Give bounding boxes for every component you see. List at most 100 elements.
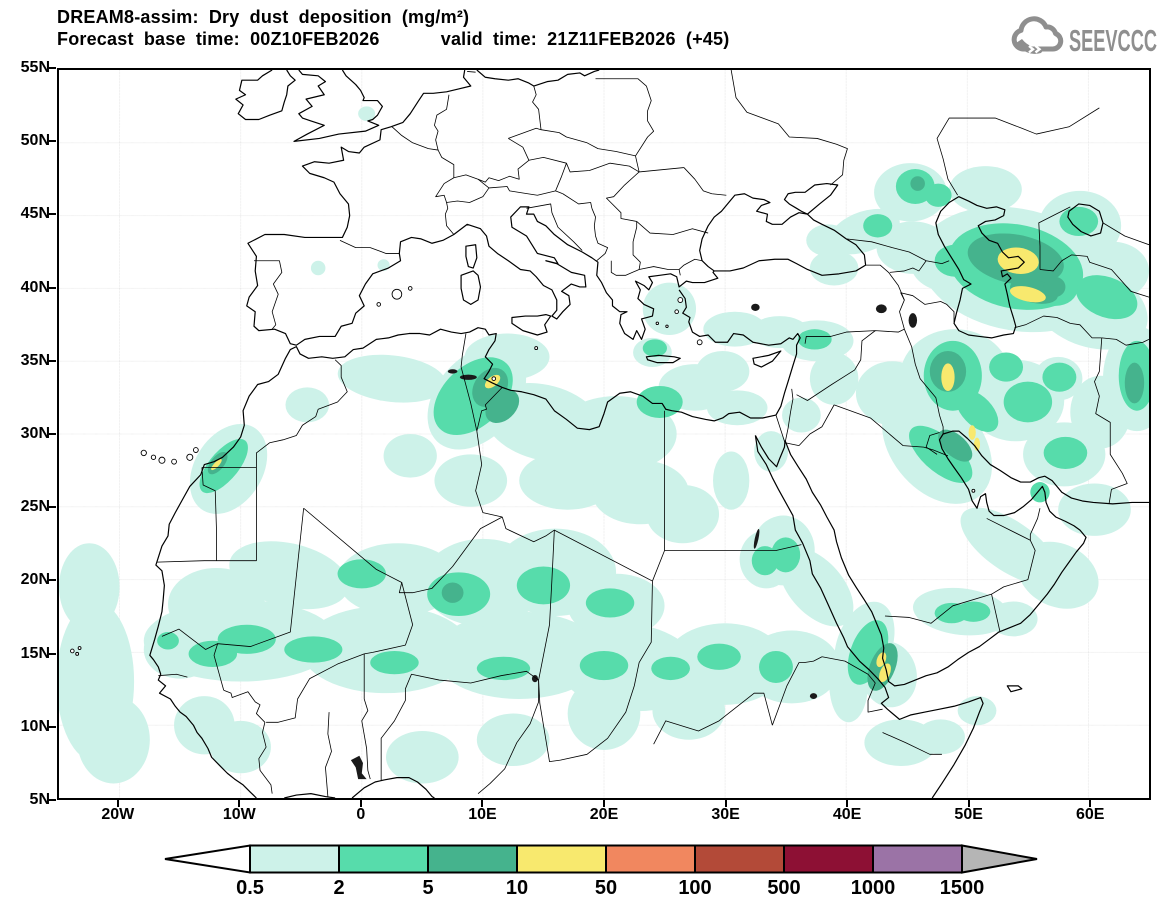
dust-region [955,389,999,432]
dust-region [370,650,419,675]
dust-region [642,339,667,357]
country-border [596,79,654,156]
coastline [784,184,837,215]
country-border [526,204,582,251]
country-border [539,530,555,680]
island [159,457,165,463]
lat-tick-label: 15N [20,644,50,662]
country-border [362,654,370,779]
dust-region [585,588,635,618]
dust-region [597,613,647,649]
dust-region [646,484,720,544]
country-border [883,732,942,754]
coastlines-layer [71,70,1149,798]
lon-tick-label: 20W [101,806,135,823]
dust-region [989,601,1038,637]
lake [459,374,477,380]
lat-tick-label: 45N [20,205,50,223]
dust-region [516,566,571,605]
dust-region [949,166,1022,213]
lat-tick-label: 55N [20,59,50,76]
country-border [502,517,652,581]
lake [753,528,760,549]
dust-region [642,282,697,335]
dust-region [706,390,768,426]
dust-region [1058,483,1131,536]
island [675,310,679,314]
island [377,303,381,307]
country-border [202,467,217,560]
colorbar-arrow-right [961,844,1038,874]
country-border [158,674,187,677]
lat-tick-label: 30N [20,425,50,442]
island [678,298,683,303]
dust-region [771,537,801,573]
colorbar-tick-label: 2 [333,877,345,899]
country-border [799,405,834,446]
dust-region [909,425,973,483]
dust-region [1075,275,1138,320]
country-border [679,259,702,269]
plot-subtitle: Forecast base time: 00Z10FEB2026 valid t… [57,29,730,49]
colorbar-segment [605,844,696,874]
country-border [392,127,454,178]
lon-tick [116,800,119,807]
island [666,325,668,327]
lon-tick-label: 40E [832,806,862,823]
country-border [461,334,477,432]
dust-region [386,731,459,784]
lat-tick-label: 50N [20,132,50,150]
island [151,455,155,459]
dust-region [989,352,1024,382]
country-border [381,671,538,780]
dust-region [434,454,508,507]
lat-tick-label: 5N [29,791,50,808]
lat-tick [49,286,56,289]
dust-region [809,250,859,286]
country-border [611,221,640,275]
island [193,448,198,453]
dust-region [310,260,326,276]
dust-region [924,183,952,207]
dust-region [651,656,690,681]
coastline [1068,204,1103,236]
country-border [885,518,1035,623]
map-canvas [57,68,1151,800]
country-border [937,108,1099,195]
colorbar [164,844,1038,880]
country-border [797,331,876,401]
island [697,340,702,345]
country-border [539,581,653,762]
lat-tick [49,799,56,801]
dust-region [519,451,617,510]
dust-region [713,451,750,510]
lon-tick-label: 10W [222,806,256,823]
coastline [755,435,785,466]
island [492,377,496,381]
coastline [785,431,1149,686]
country-border [992,594,1000,632]
dust-region [77,696,150,784]
dust-region [910,176,925,191]
country-border [904,329,943,434]
coastline [936,197,1024,338]
lat-tick [49,140,56,143]
country-border [445,202,453,234]
country-border [224,690,272,793]
country-border [772,657,822,725]
colorbar-segment [427,844,518,874]
coastline [352,778,434,798]
plot-title: DREAM8-assim: Dry dust deposition (mg/m²… [57,7,470,27]
country-border [266,583,413,723]
dust-region [938,429,973,462]
country-border [162,629,218,649]
dust-region [476,713,550,766]
dust-region [968,425,976,440]
dust-region [1124,362,1145,404]
lon-tick [1089,800,1092,807]
country-border [665,545,802,551]
lon-tick [481,800,484,807]
dust-region [337,559,386,589]
dust-region [1042,362,1077,392]
